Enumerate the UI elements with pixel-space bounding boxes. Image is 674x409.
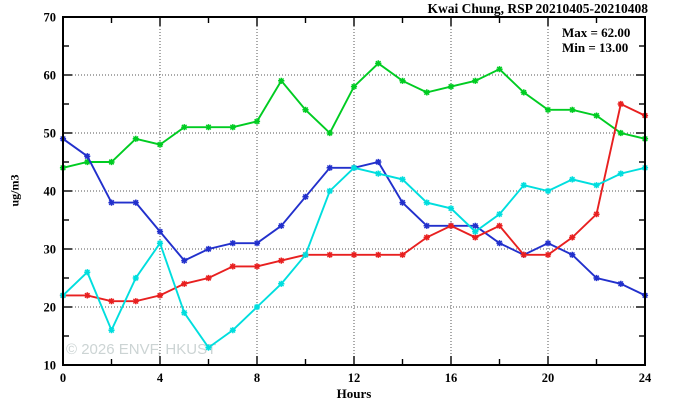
svg-text:16: 16 [445,371,458,385]
svg-text:10: 10 [44,359,57,373]
y-tick-labels: 10 20 30 40 50 60 70 [44,11,57,373]
svg-text:70: 70 [44,11,57,25]
svg-text:30: 30 [44,243,57,257]
stats-annotation: Max = 62.00 Min = 13.00 [562,25,631,55]
svg-text:12: 12 [348,371,361,385]
svg-text:60: 60 [44,69,57,83]
x-tick-labels: 0 4 8 12 16 20 24 [60,371,652,385]
x-axis-label: Hours [336,386,372,401]
series-blue-line [62,138,646,297]
series-green-markers [59,60,649,171]
series-red-line [63,102,646,303]
min-value-label: Min = 13.00 [562,39,629,55]
svg-text:20: 20 [542,371,555,385]
svg-text:50: 50 [44,127,57,141]
svg-text:4: 4 [157,371,164,385]
svg-text:0: 0 [60,371,66,385]
svg-text:24: 24 [639,371,652,385]
page-title: Kwai Chung, RSP 20210405-20210408 [427,1,648,16]
max-value-label: Max = 62.00 [562,25,631,40]
watermark: © 2026 ENVF, HKUST [66,341,217,358]
gridlines [63,17,645,365]
svg-text:8: 8 [254,371,260,385]
svg-text:20: 20 [44,301,57,315]
svg-text:40: 40 [44,185,57,199]
tick-marks [62,16,646,366]
